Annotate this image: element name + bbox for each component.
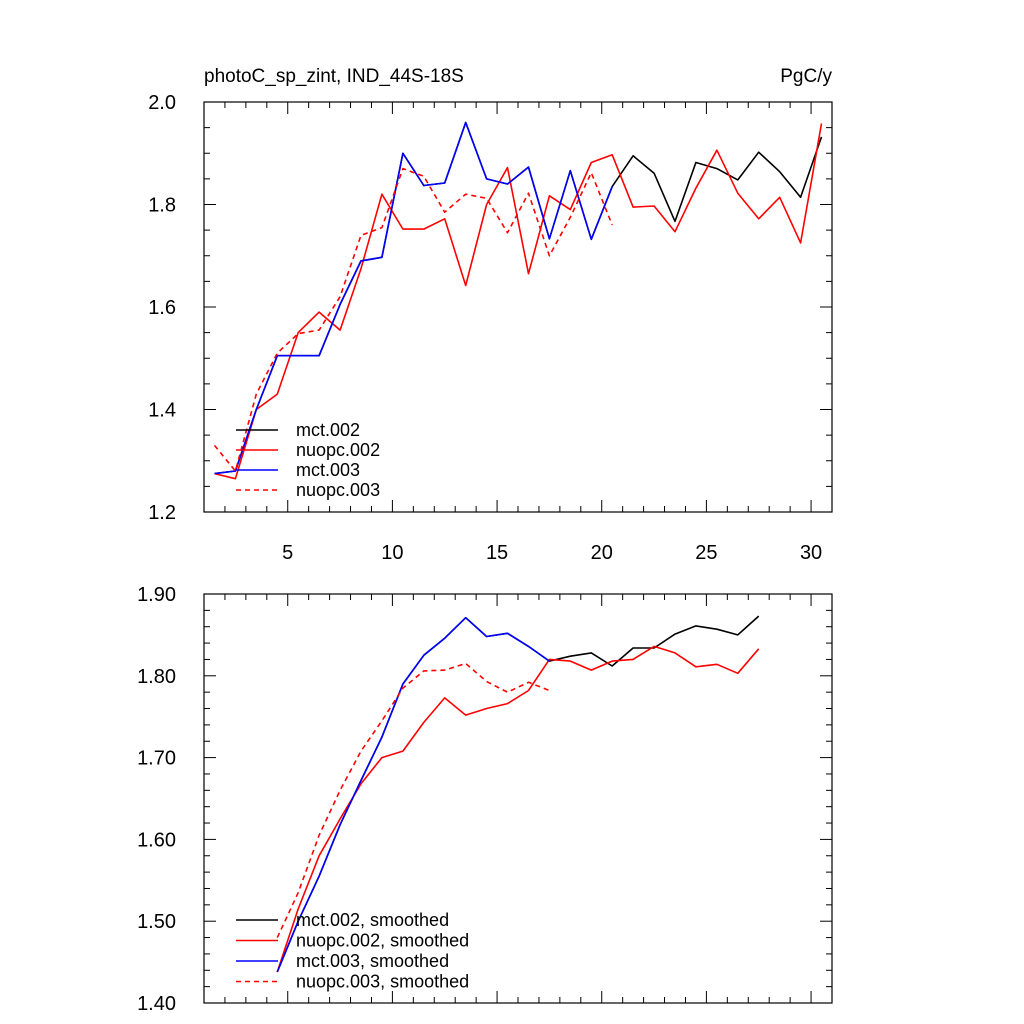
legend-label: nuopc.002, smoothed [296,931,469,951]
x-tick-label: 30 [800,542,822,564]
series-line [214,123,823,480]
legend-label: nuopc.003 [296,480,380,500]
chart-title: photoC_sp_zint, IND_44S-18S [204,66,464,87]
y-tick-label: 1.50 [137,911,176,933]
series-line [276,662,550,938]
y-tick-label: 1.40 [137,993,176,1015]
series-line [276,616,550,973]
legend-label: mct.002 [296,420,360,440]
x-tick-label: 15 [486,542,508,564]
series-line [213,167,613,472]
y-tick-label: 1.6 [148,297,176,319]
y-tick-label: 1.2 [148,502,176,524]
y-tick-label: 1.8 [148,195,176,217]
y-tick-label: 1.90 [137,584,176,606]
y-tick-label: 1.60 [137,829,176,851]
top-panel: photoC_sp_zint, IND_44S-18S PgC/y 1.2 1.4… [148,66,833,564]
bottom-plot-area: 1.40 1.50 1.60 1.70 1.80 1.90 [137,584,833,1015]
x-tick-label: 20 [591,542,613,564]
legend-label: nuopc.002 [296,440,380,460]
legend-label: mct.003, smoothed [296,951,449,971]
bottom-panel: 1.40 1.50 1.60 1.70 1.80 1.90 mct.002, smooth… [137,584,833,1015]
x-tick-label: 25 [695,542,717,564]
series-line [214,121,613,475]
y-tick-label: 1.70 [137,748,176,770]
y-tick-label: 2.0 [148,92,176,114]
y-tick-label: 1.4 [148,400,176,422]
x-tick-label: 5 [282,542,293,564]
legend-label: mct.002, smoothed [296,910,449,930]
units-label: PgC/y [780,66,832,87]
legend-label: mct.003 [296,460,360,480]
y-tick-label: 1.80 [137,666,176,688]
legend-label: nuopc.003, smoothed [296,972,469,992]
top-plot-area: 1.2 1.4 1.6 1.8 2.0 5 10 15 20 25 30 [148,92,833,564]
x-tick-label: 10 [381,542,403,564]
